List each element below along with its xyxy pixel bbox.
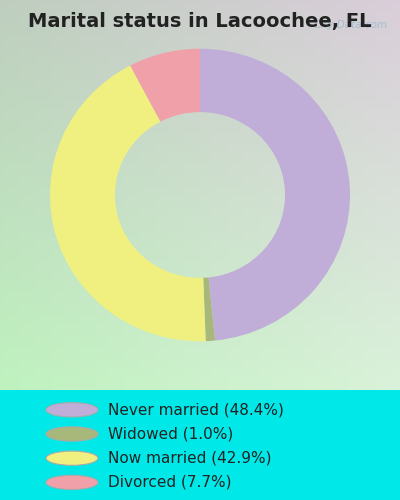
- Circle shape: [46, 427, 98, 441]
- Text: Divorced (7.7%): Divorced (7.7%): [108, 475, 232, 490]
- Text: Widowed (1.0%): Widowed (1.0%): [108, 426, 233, 442]
- Text: City-Data.com: City-Data.com: [314, 20, 388, 30]
- Circle shape: [46, 402, 98, 417]
- Wedge shape: [200, 49, 350, 341]
- Wedge shape: [50, 66, 206, 341]
- Circle shape: [46, 475, 98, 490]
- Circle shape: [46, 451, 98, 466]
- Wedge shape: [203, 278, 215, 341]
- Text: Marital status in Lacoochee, FL: Marital status in Lacoochee, FL: [28, 12, 372, 32]
- Wedge shape: [130, 49, 200, 122]
- Text: Never married (48.4%): Never married (48.4%): [108, 402, 284, 417]
- Text: Now married (42.9%): Now married (42.9%): [108, 450, 272, 466]
